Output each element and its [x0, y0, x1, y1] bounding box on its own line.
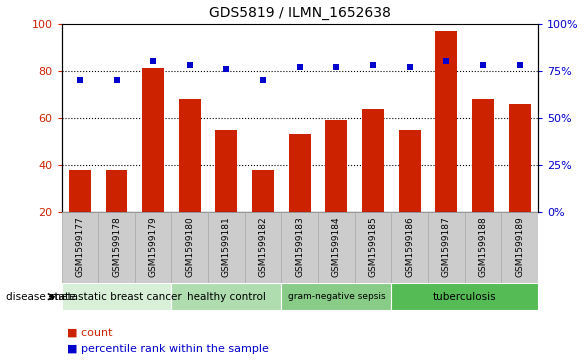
Bar — [142, 68, 164, 212]
Text: ■ percentile rank within the sample: ■ percentile rank within the sample — [67, 344, 269, 354]
Point — [75, 77, 84, 83]
Bar — [362, 109, 384, 212]
Text: ■ count: ■ count — [67, 328, 113, 338]
Bar — [325, 120, 347, 212]
Title: GDS5819 / ILMN_1652638: GDS5819 / ILMN_1652638 — [209, 6, 391, 20]
Point — [369, 62, 378, 68]
Text: GSM1599185: GSM1599185 — [369, 216, 377, 277]
Bar — [245, 212, 281, 283]
Text: GSM1599179: GSM1599179 — [149, 216, 158, 277]
Bar — [62, 212, 98, 283]
Bar — [179, 99, 201, 212]
Bar — [281, 212, 318, 283]
Bar — [428, 212, 465, 283]
Point — [148, 58, 158, 64]
Text: GSM1599184: GSM1599184 — [332, 216, 341, 277]
Text: GSM1599188: GSM1599188 — [479, 216, 488, 277]
Bar — [391, 283, 538, 310]
Point — [112, 77, 121, 83]
Bar — [501, 212, 538, 283]
Text: GSM1599183: GSM1599183 — [295, 216, 304, 277]
Bar — [472, 99, 494, 212]
Bar — [289, 134, 311, 212]
Bar — [435, 30, 457, 212]
Bar — [105, 170, 128, 212]
Bar — [62, 283, 172, 310]
Bar — [355, 212, 391, 283]
Bar — [216, 130, 237, 212]
Point — [258, 77, 268, 83]
Bar — [135, 212, 172, 283]
Point — [222, 66, 231, 72]
Bar — [208, 212, 245, 283]
Bar — [318, 212, 355, 283]
Bar — [98, 212, 135, 283]
Point — [405, 64, 414, 70]
Text: GSM1599180: GSM1599180 — [185, 216, 195, 277]
Text: GSM1599189: GSM1599189 — [515, 216, 524, 277]
Text: GSM1599181: GSM1599181 — [222, 216, 231, 277]
Bar — [252, 170, 274, 212]
Bar — [172, 212, 208, 283]
Text: GSM1599186: GSM1599186 — [405, 216, 414, 277]
Text: tuberculosis: tuberculosis — [433, 292, 496, 302]
Text: GSM1599187: GSM1599187 — [442, 216, 451, 277]
Text: GSM1599177: GSM1599177 — [76, 216, 84, 277]
Bar — [391, 212, 428, 283]
Bar — [509, 104, 530, 212]
Text: disease state: disease state — [6, 292, 76, 302]
Bar — [398, 130, 421, 212]
Point — [442, 58, 451, 64]
Text: gram-negative sepsis: gram-negative sepsis — [288, 292, 385, 301]
Point — [515, 62, 524, 68]
Text: GSM1599178: GSM1599178 — [112, 216, 121, 277]
Bar — [281, 283, 391, 310]
Point — [295, 64, 305, 70]
Point — [185, 62, 195, 68]
Bar — [172, 283, 281, 310]
Point — [332, 64, 341, 70]
Point — [478, 62, 488, 68]
Text: healthy control: healthy control — [187, 292, 266, 302]
Text: metastatic breast cancer: metastatic breast cancer — [51, 292, 182, 302]
Bar — [69, 170, 91, 212]
Bar — [465, 212, 501, 283]
Text: GSM1599182: GSM1599182 — [258, 216, 268, 277]
